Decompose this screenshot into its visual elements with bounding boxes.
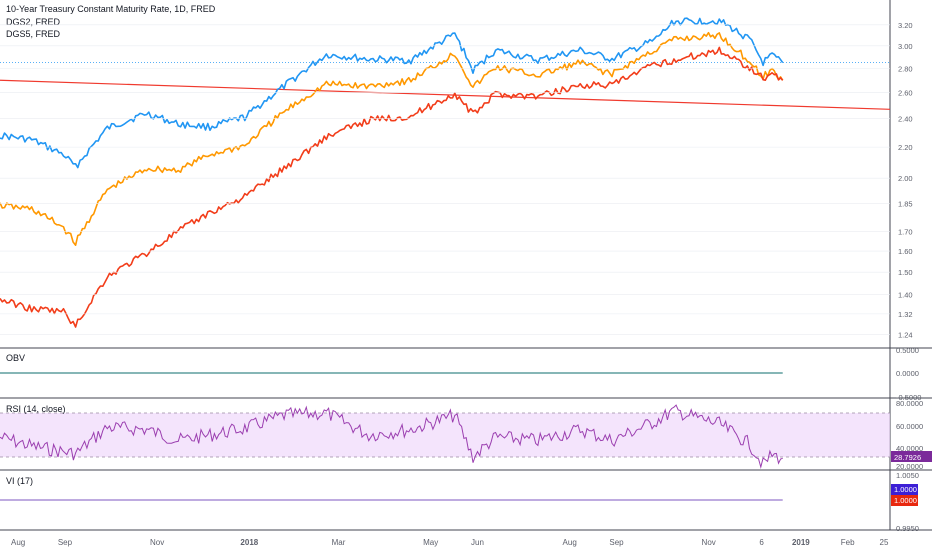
x-tick-label: Nov <box>702 538 716 547</box>
y-tick-label: 1.50 <box>898 268 913 277</box>
x-tick-label: Aug <box>11 538 25 547</box>
vi-minus-badge <box>891 495 918 506</box>
obv-title: OBV <box>6 353 25 363</box>
x-tick-label: Aug <box>563 538 577 547</box>
dgs10-line[interactable] <box>0 17 784 169</box>
y-tick-label: 2.60 <box>898 89 913 98</box>
x-tick-label: 6 <box>759 538 764 547</box>
x-tick-label: 25 <box>880 538 889 547</box>
x-tick-label: Sep <box>609 538 624 547</box>
y-tick-label: 2.80 <box>898 64 913 73</box>
obv-tick-mid: 0.0000 <box>896 369 919 378</box>
rsi-value-label: 28.7926 <box>894 453 921 462</box>
x-tick-label: 2018 <box>240 538 258 547</box>
trend-line[interactable] <box>0 79 891 110</box>
y-tick-label: 3.00 <box>898 42 913 51</box>
y-tick-label: 2.20 <box>898 143 913 152</box>
price-axis[interactable]: 1.24 1.32 1.40 1.50 1.60 1.70 1.85 2.00 2.20 2.40… <box>0 21 913 340</box>
x-tick-label: Mar <box>332 538 346 547</box>
vi-plus-value: 1.0000 <box>894 485 917 494</box>
vi-tick-top: 1.0050 <box>896 471 919 480</box>
indicator-series-group[interactable] <box>0 372 783 501</box>
x-tick-label: May <box>423 538 438 547</box>
y-tick-label: 2.00 <box>898 174 913 183</box>
y-tick-label: 1.85 <box>898 200 913 209</box>
rsi-tick-60: 60.0000 <box>896 422 923 431</box>
rsi-line[interactable] <box>0 404 783 469</box>
rsi-value-badge <box>891 451 932 462</box>
x-tick-label: Nov <box>150 538 164 547</box>
vi-title: VI (17) <box>6 476 33 486</box>
price-series-group[interactable] <box>0 17 891 328</box>
x-tick-label: Jun <box>471 538 484 547</box>
y-tick-label: 1.60 <box>898 247 913 256</box>
x-tick-label: 2019 <box>792 538 810 547</box>
vi-tick-bottom: 0.9950 <box>896 524 919 533</box>
time-axis[interactable]: Aug Sep Nov 2018 Mar May Jun Aug Sep Nov 6 2019 Feb 2… <box>11 538 889 547</box>
y-tick-label: 2.40 <box>898 115 913 124</box>
vi-plus-badge <box>891 484 918 495</box>
obv-tick-bottom: -0.5000 <box>896 393 921 402</box>
legend-dgs5: DGS5, FRED <box>6 29 61 39</box>
legend-dgs2: DGS2, FRED <box>6 17 61 27</box>
y-tick-label: 1.24 <box>898 330 913 339</box>
rsi-tick-20: 20.0000 <box>896 462 923 471</box>
y-tick-label: 1.40 <box>898 291 913 300</box>
y-tick-label: 1.70 <box>898 227 913 236</box>
y-tick-label: 1.32 <box>898 310 913 319</box>
dgs5-line[interactable] <box>0 31 784 246</box>
rsi-band <box>0 413 890 457</box>
rsi-title: RSI (14, close) <box>6 404 66 414</box>
obv-tick-top: 0.5000 <box>896 346 919 355</box>
pane-frames <box>0 0 932 531</box>
vi-minus-value: 1.0000 <box>894 496 917 505</box>
y-tick-label: 3.20 <box>898 21 913 30</box>
rsi-tick-40: 40.0000 <box>896 444 923 453</box>
rsi-tick-80: 80.0000 <box>896 399 923 408</box>
x-tick-label: Sep <box>58 538 73 547</box>
chart-title: 10-Year Treasury Constant Maturity Rate,… <box>6 4 216 14</box>
dgs2-line[interactable] <box>0 46 784 328</box>
x-tick-label: Feb <box>841 538 855 547</box>
